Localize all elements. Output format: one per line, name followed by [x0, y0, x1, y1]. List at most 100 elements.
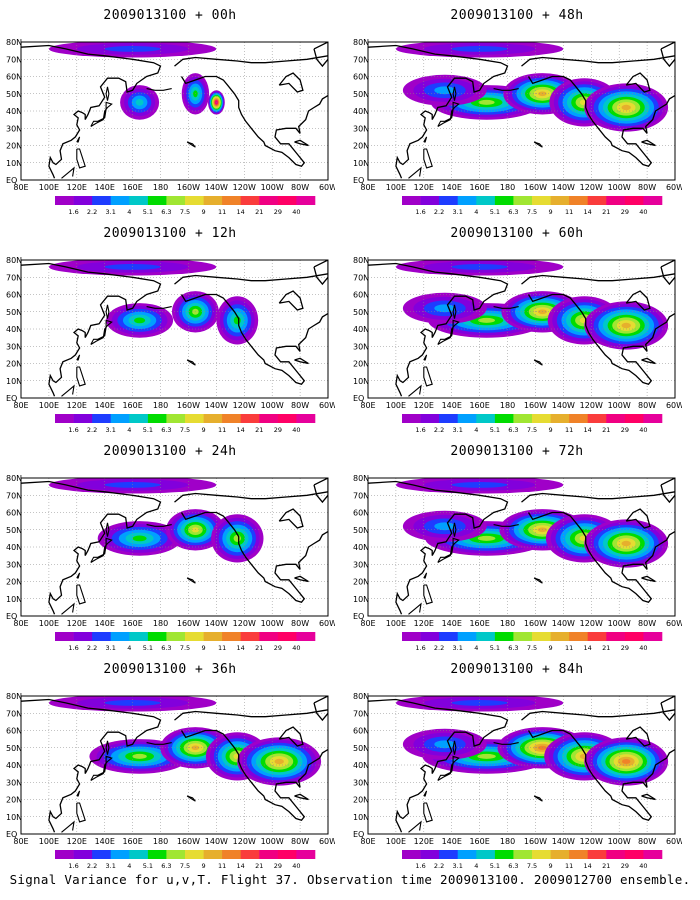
colorbar-label: 4	[127, 208, 131, 216]
island-outline	[186, 795, 196, 802]
lon-tick-label: 80W	[638, 837, 656, 846]
colorbar-swatch	[606, 196, 626, 205]
colorbar-label: 11	[218, 862, 226, 870]
lat-tick-label: EQ	[6, 394, 17, 403]
coastline	[625, 726, 651, 747]
colorbar-label: 6.3	[161, 862, 171, 870]
lat-tick-label: 60N	[6, 73, 22, 82]
lon-tick-label: 120E	[414, 401, 434, 410]
colorbar-swatch	[129, 414, 149, 423]
island-outline	[437, 537, 460, 563]
island-outline	[437, 319, 460, 345]
colorbar-swatch	[402, 196, 421, 205]
lon-tick-label: 140E	[442, 837, 462, 846]
colorbar-swatch	[569, 196, 588, 205]
panel-title: 2009013100 + 48h	[450, 8, 584, 23]
island-outline	[105, 740, 110, 755]
colorbar-label: 29	[621, 862, 629, 870]
colorbar-swatch	[277, 414, 297, 423]
colorbar-swatch	[494, 196, 514, 205]
lat-tick-label: 60N	[353, 73, 369, 82]
lon-tick-label: 80E	[13, 837, 28, 846]
colorbar: 1.6 2.2 3.1 4 5.1 6.3 7.5 9 11 14 21 29 40	[55, 632, 316, 652]
colorbar-label: 29	[621, 208, 629, 216]
island-outline	[408, 602, 422, 615]
lon-tick-label: 80E	[360, 183, 375, 192]
colorbar-swatch	[296, 196, 316, 205]
lat-tick-label: 80N	[6, 692, 22, 701]
colorbar-swatch	[259, 414, 279, 423]
colorbar-swatch	[550, 850, 570, 859]
colorbar-swatch	[296, 632, 316, 641]
lat-tick-label: 70N	[6, 273, 22, 282]
lat-tick-label: 50N	[353, 526, 369, 535]
coastline	[294, 357, 309, 365]
colorbar-label: 40	[292, 644, 300, 652]
lat-tick-label: 20N	[6, 578, 22, 587]
coastline	[625, 508, 651, 529]
coastline	[368, 44, 509, 179]
colorbar-label: 6.3	[161, 426, 171, 434]
colorbar-swatch	[259, 196, 279, 205]
colorbar-label: 11	[218, 208, 226, 216]
island-outline	[186, 141, 196, 148]
coastline	[527, 511, 675, 603]
colorbar-swatch	[420, 414, 440, 423]
colorbar-label: 14	[584, 426, 592, 434]
colorbar-swatch	[203, 196, 223, 205]
colorbar-label: 7.5	[180, 208, 190, 216]
lon-tick-label: 100W	[608, 401, 631, 410]
colorbar-label: 4	[474, 208, 478, 216]
colorbar-swatch	[296, 850, 316, 859]
variance-contour	[621, 540, 631, 547]
colorbar-label: 14	[584, 862, 592, 870]
colorbar-label: 5.1	[143, 208, 153, 216]
lon-tick-label: 160W	[177, 619, 200, 628]
colorbar-label: 2.2	[434, 644, 444, 652]
colorbar-swatch	[73, 196, 93, 205]
colorbar-swatch	[203, 632, 223, 641]
colorbar-label: 29	[274, 644, 282, 652]
colorbar-swatch	[587, 632, 607, 641]
colorbar-swatch	[73, 850, 93, 859]
lon-tick-label: 140E	[95, 401, 115, 410]
lon-tick-label: 100W	[261, 837, 284, 846]
coastline	[278, 290, 304, 311]
lon-tick-label: 160W	[177, 837, 200, 846]
lat-tick-label: 10N	[6, 813, 22, 822]
lat-tick-label: EQ	[353, 394, 364, 403]
colorbar-label: 2.2	[87, 426, 97, 434]
colorbar: 1.6 2.2 3.1 4 5.1 6.3 7.5 9 11 14 21 29 40	[55, 196, 316, 216]
island-outline	[408, 384, 422, 397]
colorbar-label: 5.1	[490, 644, 500, 652]
lon-tick-label: 140E	[95, 837, 115, 846]
colorbar-label: 5.1	[490, 208, 500, 216]
colorbar-label: 7.5	[527, 644, 537, 652]
lon-tick-label: 140W	[205, 401, 228, 410]
island-outline	[76, 136, 81, 143]
lon-tick-label: 100W	[261, 619, 284, 628]
colorbar-swatch	[643, 196, 663, 205]
colorbar-swatch	[643, 632, 663, 641]
coastline	[278, 726, 304, 747]
lat-tick-label: 60N	[6, 727, 22, 736]
colorbar-swatch	[166, 196, 186, 205]
colorbar-swatch	[476, 850, 496, 859]
island-outline	[533, 795, 543, 802]
lat-tick-label: 10N	[6, 159, 22, 168]
lon-tick-label: 140E	[95, 183, 115, 192]
lat-tick-label: 50N	[6, 744, 22, 753]
panel-title: 2009013100 + 24h	[103, 444, 237, 459]
island-outline	[105, 304, 110, 319]
island-outline	[90, 537, 113, 563]
lon-tick-label: 100E	[386, 183, 406, 192]
island-outline	[423, 136, 428, 143]
colorbar-swatch	[92, 850, 111, 859]
colorbar-swatch	[222, 196, 241, 205]
colorbar-swatch	[624, 850, 644, 859]
island-outline	[105, 522, 110, 537]
variance-contour	[132, 535, 147, 542]
colorbar-swatch	[222, 632, 241, 641]
